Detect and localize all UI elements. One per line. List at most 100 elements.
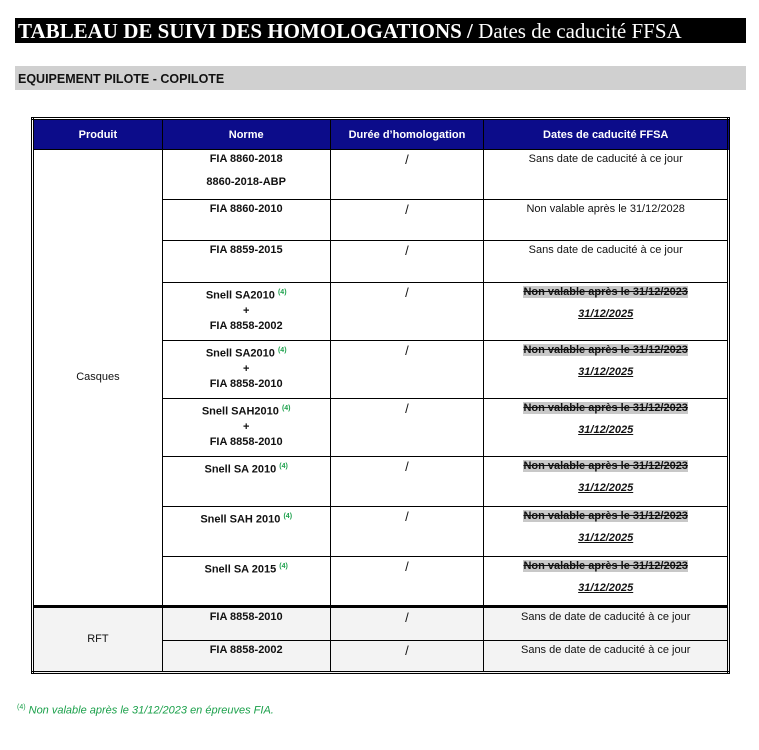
norme-text: FIA 8858-2002 [209,319,283,332]
struck-expiry: Non valable après le 31/12/2023 [523,344,688,356]
norme-line: 8860-2018-ABP [165,175,328,190]
norme-text: Snell SA2010 [205,347,275,360]
column-header: Durée d’homologation [329,118,485,150]
norme-text: 8860-2018-ABP [206,176,286,188]
duration-cell: / [329,506,485,557]
footnote-ref: (4) [279,563,288,570]
norme-text: Snell SAH 2010 [200,513,281,526]
table-row: FIA 8859-2015 / Sans date de caducité à ce… [33,240,729,283]
table-row: Casques FIA 8860-2018 8860-2018-ABP / Sans d… [32,149,729,607]
struck-expiry: Non valable après le 31/12/2023 [523,460,688,472]
struck-expiry: Non valable après le 31/12/2023 [523,402,688,414]
new-expiry: 31/12/2025 [578,582,634,594]
norme-text: + [242,362,250,375]
expiry-text: Sans date de caducité à ce jour [528,153,683,165]
footnote-ref: (4) [277,289,287,296]
norme-text: FIA 8860-2018 [209,153,283,165]
new-expiry: 31/12/2025 [578,482,634,494]
norme-text: + [242,420,250,433]
new-expiry: 31/12/2025 [578,532,634,544]
duration-cell: / [329,282,485,341]
table-row: Snell SA 2010 (4) / Non valable après le 3… [33,456,729,507]
expiry-text: Sans date de caducité à ce jour [528,244,683,256]
norme-cell: FIA 8860-2010 [161,199,331,241]
norme-text: FIA 8858-2010 [209,611,283,623]
norme-line: Snell SAH2010 (4) [165,401,328,420]
norme-line: Snell SA 2010 (4) [165,459,328,478]
duration-cell: / [329,340,485,399]
table-row: FIA 8858-2002 / Sans de date de caducité à… [33,640,729,673]
norme-cell: Snell SA2010 (4) + FIA 8858-2002 [161,282,331,341]
column-header: Produit [32,118,163,150]
new-expiry: 31/12/2025 [578,366,634,378]
expiry-cell: Non valable après le 31/12/2023 31/12/202… [483,282,729,341]
footnote-ref: (4) [279,463,288,470]
column-header: Dates de caducité FFSA [483,118,729,150]
norme-cell: FIA 8858-2010 [161,605,331,641]
expiry-cell: Non valable après le 31/12/2028 [483,199,729,241]
product-cell: RFT [32,605,163,673]
expiry-cell: Sans de date de caducité à ce jour [483,640,729,673]
norme-text: Snell SA2010 [205,289,275,302]
table-row: FIA 8860-2010 / Non valable après le 31/12… [33,199,729,241]
norme-line: FIA 8860-2010 [165,202,328,217]
duration-cell: / [329,640,485,673]
table-row: Snell SA2010 (4) + FIA 8858-2010/Non valab… [33,340,729,399]
norme-cell: Snell SA 2015 (4) [161,556,331,607]
duration-cell: / [329,398,485,457]
expiry-cell: Non valable après le 31/12/2023 31/12/202… [483,340,729,399]
new-expiry: 31/12/2025 [578,308,634,320]
norme-cell: FIA 8859-2015 [161,240,331,283]
duration-cell: / [329,556,485,607]
duration-cell: / [329,605,485,641]
norme-line: FIA 8858-2002 [165,319,328,334]
title-regular: Dates de caducité FFSA [472,19,682,43]
expiry-text: Non valable après le 31/12/2028 [526,203,685,215]
footnote-ref: (4) [281,405,291,412]
table-row: Snell SAH2010 (4) + FIA 8858-2010/Non vala… [33,398,729,457]
norme-text: Snell SAH2010 [201,405,279,418]
footnote-mark: (4) [17,704,26,711]
expiry-cell: Non valable après le 31/12/2023 31/12/202… [483,556,729,607]
norme-text: FIA 8859-2015 [209,244,283,256]
norme-text: Snell SA 2010 [204,463,277,476]
expiry-cell: Non valable après le 31/12/2023 31/12/202… [483,506,729,557]
expiry-cell: Sans de date de caducité à ce jour [483,605,729,641]
norme-cell: FIA 8860-2018 8860-2018-ABP [161,149,331,200]
product-cell: Casques [32,149,163,607]
footnote-ref: (4) [277,347,287,354]
norme-line: FIA 8858-2010 [165,610,328,625]
column-header: Norme [161,118,331,150]
norme-text: FIA 8858-2010 [209,377,283,390]
norme-line: + [165,362,328,377]
struck-expiry: Non valable après le 31/12/2023 [523,286,688,298]
norme-cell: Snell SAH 2010 (4) [161,506,331,557]
expiry-cell: Sans date de caducité à ce jour [483,240,729,283]
norme-text: Snell SA 2015 [204,563,277,576]
footnote-text: Non valable après le 31/12/2023 en épreu… [25,704,274,717]
duration-cell: / [329,149,485,200]
expiry-cell: Non valable après le 31/12/2023 31/12/202… [483,398,729,457]
norme-line: Snell SA 2015 (4) [165,559,328,578]
struck-expiry: Non valable après le 31/12/2023 [523,510,688,522]
norme-text: FIA 8858-2010 [209,435,283,448]
homologation-table: Produit Norme Durée d’homologation Dates de… [31,117,730,674]
norme-line: Snell SAH 2010 (4) [165,509,328,528]
norme-line: FIA 8858-2010 [165,435,328,450]
norme-cell: Snell SAH2010 (4) + FIA 8858-2010 [161,398,331,457]
norme-line: + [165,420,328,435]
norme-line: Snell SA2010 (4) [165,285,328,304]
norme-line: FIA 8858-2010 [165,377,328,392]
expiry-cell: Sans date de caducité à ce jour [483,149,729,200]
duration-cell: / [329,240,485,283]
table-row: RFT FIA 8858-2010 / Sans de date de caducit… [32,605,729,673]
table-row: Snell SA 2015 (4) / Non valable après le 3… [33,556,729,607]
section-heading: EQUIPEMENT PILOTE - COPILOTE [15,66,746,90]
footnote: (4) Non valable après le 31/12/2023 en é… [17,704,274,717]
struck-expiry: Non valable après le 31/12/2023 [523,560,688,572]
duration-cell: / [329,456,485,507]
document-title: TABLEAU DE SUIVI DES HOMOLOGATIONS / Dat… [15,18,746,43]
expiry-text: Sans de date de caducité à ce jour [520,611,691,623]
norme-cell: FIA 8858-2002 [161,640,331,673]
norme-line: + [165,304,328,319]
